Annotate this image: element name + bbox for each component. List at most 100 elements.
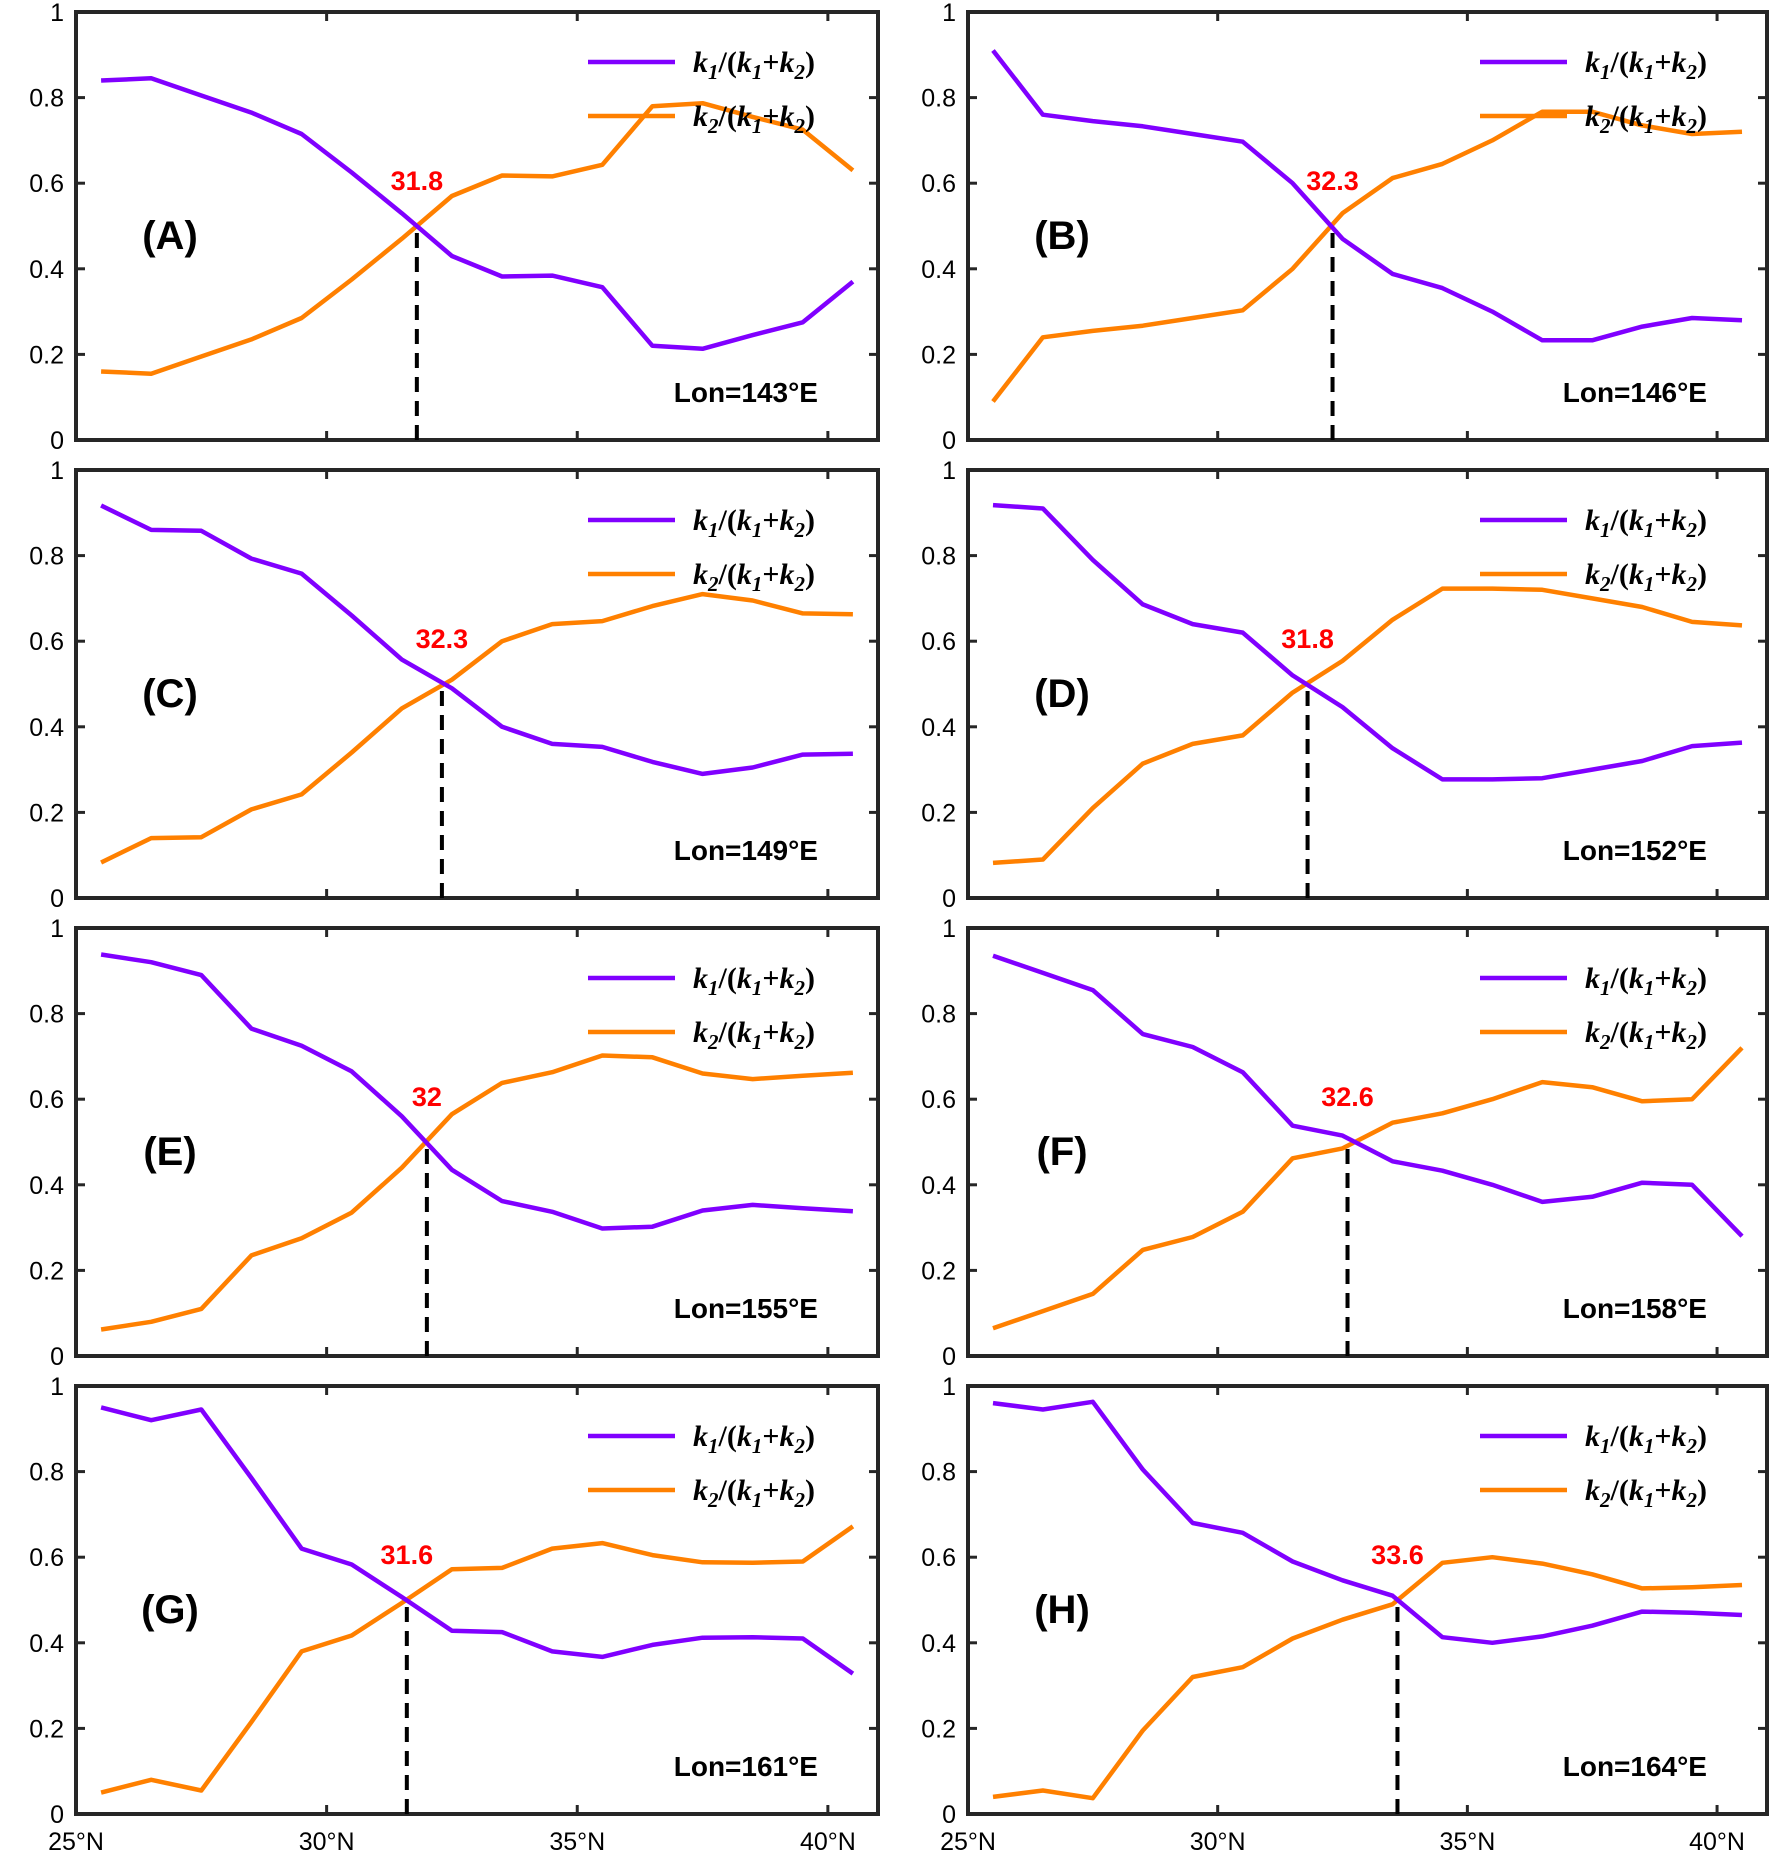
y-tick-label: 0.2 xyxy=(921,1257,956,1285)
legend-k1-label-den-open: /( xyxy=(718,46,737,79)
legend-k2-label-den-var1: k xyxy=(737,1474,752,1507)
legend-k1-label-den-var1: k xyxy=(1629,504,1644,537)
legend-k2-label-plus: + xyxy=(1654,100,1671,133)
legend-k2-label: k2/(k1+k2) xyxy=(693,1474,815,1512)
plot-frame xyxy=(74,10,880,442)
legend-k1-label-den-open: /( xyxy=(718,504,737,537)
legend-k2-label-den-open: /( xyxy=(1610,1474,1629,1507)
legend-k2-label-plus: + xyxy=(1654,1016,1671,1049)
crossing-value-label: 31.8 xyxy=(391,166,444,196)
y-tick-label: 0.4 xyxy=(29,1630,64,1658)
legend-k1-label-num-var: k xyxy=(1585,1420,1600,1453)
legend-k1-label-den-sub1: 1 xyxy=(1644,1434,1655,1458)
legend-k2-label-den-open: /( xyxy=(718,1016,737,1049)
legend-k1-label-den-var2: k xyxy=(1671,46,1686,79)
legend-k2-label-den-open: /( xyxy=(718,1474,737,1507)
y-tick-label: 0.6 xyxy=(29,1544,64,1572)
legend-k1-label-den-var1: k xyxy=(1629,46,1644,79)
legend-k1-label-num-sub: 1 xyxy=(708,1434,719,1458)
y-tick-label: 0.6 xyxy=(921,170,956,198)
legend-k2-label-plus: + xyxy=(762,1474,779,1507)
legend-k2-label-den-open: /( xyxy=(1610,558,1629,591)
y-tick-label: 0.8 xyxy=(921,1459,956,1487)
legend-k2-label: k2/(k1+k2) xyxy=(693,1016,815,1054)
crossing-value-label: 32.6 xyxy=(1321,1082,1374,1112)
k2-ratio-line xyxy=(992,1046,1744,1331)
y-tick-label: 0 xyxy=(942,1343,956,1371)
legend-k2-label-den-open: /( xyxy=(1610,1016,1629,1049)
k1-ratio-line xyxy=(100,1405,855,1676)
legend-k1-label-den-sub1: 1 xyxy=(1644,60,1655,84)
crossing-value-label: 32 xyxy=(412,1082,442,1112)
legend-k2-label-den-sub2: 2 xyxy=(1685,1488,1697,1512)
y-tick-label: 0.4 xyxy=(29,1172,64,1200)
crossing-value-label: 33.6 xyxy=(1371,1540,1424,1570)
legend-k2-label-plus: + xyxy=(1654,558,1671,591)
y-tick-label: 0.2 xyxy=(29,1715,64,1743)
legend-k1-label-plus: + xyxy=(762,962,779,995)
legend-k2-label-den-open: /( xyxy=(718,558,737,591)
panel-f: 00.20.40.60.8132.6(F)Lon=158°Ek1/(k1+k2)… xyxy=(921,915,1769,1371)
legend-k2-label-close: ) xyxy=(1697,1474,1707,1507)
k2-ratio-line xyxy=(101,100,855,376)
panel-c: 00.20.40.60.8132.3(C)Lon=149°Ek1/(k1+k2)… xyxy=(29,457,880,913)
legend-k2-label-den-sub1: 1 xyxy=(752,1030,763,1054)
longitude-label: Lon=155°E xyxy=(674,1293,818,1324)
longitude-label: Lon=143°E xyxy=(674,377,818,408)
panel-e: 00.20.40.60.8132(E)Lon=155°Ek1/(k1+k2)k2… xyxy=(29,915,880,1371)
legend-k2-label-close: ) xyxy=(805,1474,815,1507)
y-tick-label: 0.4 xyxy=(921,714,956,742)
legend-k1-label-den-sub2: 2 xyxy=(793,60,805,84)
legend-k1-label-den-var2: k xyxy=(1671,1420,1686,1453)
legend-k1-label: k1/(k1+k2) xyxy=(1585,504,1707,542)
y-tick-label: 0.4 xyxy=(29,714,64,742)
legend-k2-label-num-var: k xyxy=(1585,1016,1600,1049)
legend-k2-label-close: ) xyxy=(805,100,815,133)
legend-k1-label-den-open: /( xyxy=(1610,1420,1629,1453)
legend-k1-label-den-var1: k xyxy=(737,962,752,995)
legend-k1-label-den-open: /( xyxy=(718,1420,737,1453)
k1-ratio-line xyxy=(992,1399,1743,1646)
legend-k1-label-den-sub1: 1 xyxy=(1644,976,1655,1000)
longitude-label: Lon=152°E xyxy=(1563,835,1707,866)
legend-k2-label-den-var1: k xyxy=(737,1016,752,1049)
x-tick-label: 40°N xyxy=(1689,1828,1745,1856)
legend-k1-label-den-var1: k xyxy=(737,504,752,537)
legend-k1-label-num-sub: 1 xyxy=(708,518,719,542)
legend-k2-label-num-var: k xyxy=(693,100,708,133)
legend-k2-label-den-var2: k xyxy=(779,1016,794,1049)
x-tick-label: 25°N xyxy=(940,1828,996,1856)
legend-k1-label-close: ) xyxy=(805,504,815,537)
legend-k2-label: k2/(k1+k2) xyxy=(1585,1016,1707,1054)
legend-k2-label-den-var2: k xyxy=(779,1474,794,1507)
legend-k2-label-close: ) xyxy=(1697,100,1707,133)
legend-k1-label-den-var1: k xyxy=(1629,1420,1644,1453)
longitude-label: Lon=161°E xyxy=(674,1751,818,1782)
legend-k2-label-den-sub2: 2 xyxy=(1685,1030,1697,1054)
legend-k1-label-den-sub1: 1 xyxy=(1644,518,1655,542)
crossing-value-label: 32.3 xyxy=(416,624,469,654)
legend-k2-label: k2/(k1+k2) xyxy=(1585,100,1707,138)
legend-k1-label-den-var1: k xyxy=(737,46,752,79)
y-tick-label: 0.2 xyxy=(29,1257,64,1285)
legend-k2-label-num-sub: 2 xyxy=(707,114,719,138)
y-tick-label: 0 xyxy=(50,885,64,913)
plot-frame xyxy=(966,468,1769,900)
legend-k1-label-num-sub: 1 xyxy=(1600,1434,1611,1458)
legend-k1-label: k1/(k1+k2) xyxy=(1585,962,1707,1000)
legend-k1-label-num-sub: 1 xyxy=(708,976,719,1000)
panel-label: (F) xyxy=(1036,1130,1087,1174)
legend-k1-label-num-var: k xyxy=(1585,962,1600,995)
legend-k1-label-plus: + xyxy=(1654,46,1671,79)
legend-k1-label-close: ) xyxy=(1697,46,1707,79)
legend-k1-label-close: ) xyxy=(805,962,815,995)
crossing-value-label: 31.6 xyxy=(381,1540,434,1570)
legend-k1-label-close: ) xyxy=(1697,1420,1707,1453)
legend-k1-label-den-sub1: 1 xyxy=(752,976,763,1000)
legend-k1-label-num-var: k xyxy=(1585,504,1600,537)
y-tick-label: 1 xyxy=(50,457,64,485)
y-tick-label: 0 xyxy=(942,427,956,455)
longitude-label: Lon=158°E xyxy=(1563,1293,1707,1324)
legend-k2-label-den-var2: k xyxy=(1671,1016,1686,1049)
legend-k2-label-den-var2: k xyxy=(779,558,794,591)
